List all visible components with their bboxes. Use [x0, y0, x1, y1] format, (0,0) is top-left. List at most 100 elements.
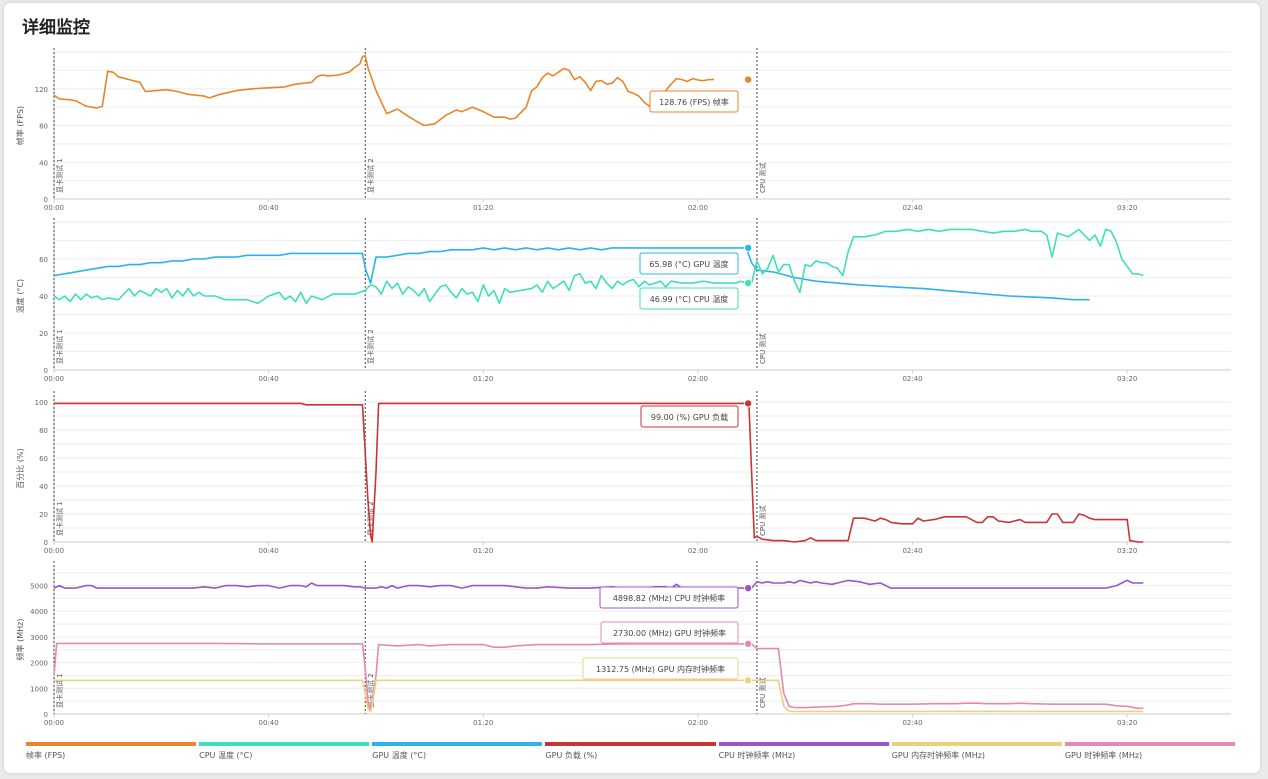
y-tick-label: 60 [39, 256, 48, 264]
series-line [53, 247, 1090, 301]
x-tick-label: 02:40 [902, 547, 922, 555]
chart-panel-3: 0 20 40 60 80 100 00:00 00:40 01:20 02:00 02:40 03:… [15, 391, 1231, 555]
x-tick-label: 01:20 [473, 204, 493, 212]
legend-swatch [891, 742, 1062, 746]
legend-swatch [26, 742, 197, 746]
test-marker-label: CPU 测试 [758, 506, 767, 536]
x-tick-label: 00:00 [44, 204, 64, 212]
tooltip-text: 128.76 (FPS) 帧率 [659, 97, 729, 107]
series-line [53, 228, 1144, 305]
legend-item[interactable]: GPU 时钟频率 (MHz) [1064, 742, 1235, 766]
legend-item[interactable]: GPU 温度 (°C) [372, 742, 543, 766]
legend: 帧率 (FPS) CPU 温度 (°C) GPU 温度 (°C) GPU 负载 (%)… [26, 742, 1238, 766]
y-tick-label: 40 [39, 483, 48, 491]
y-tick-label: 60 [39, 455, 48, 463]
hover-dot [744, 243, 753, 252]
legend-swatch [1064, 742, 1235, 746]
y-tick-label: 20 [39, 511, 48, 519]
tooltip-box [649, 90, 739, 113]
legend-item[interactable]: CPU 时钟频率 (MHz) [718, 742, 889, 766]
test-marker-label: CPU 测试 [758, 334, 767, 364]
y-tick-label: 0 [44, 539, 48, 547]
legend-swatch [372, 742, 543, 746]
hover-dot [744, 279, 753, 288]
tooltip-text: 4898.82 (MHz) CPU 时钟频率 [613, 593, 725, 603]
y-tick-label: 80 [39, 123, 48, 131]
x-tick-label: 01:20 [473, 375, 493, 383]
x-tick-label: 03:20 [1117, 719, 1137, 727]
tooltip-box [640, 405, 739, 428]
test-marker-label: 显卡测试 2 [366, 673, 375, 708]
x-tick-label: 03:20 [1117, 547, 1137, 555]
y-tick-label: 1000 [30, 685, 48, 693]
y-axis-label: 百分比 (%) [15, 448, 25, 488]
legend-swatch [718, 742, 889, 746]
tooltip-text: 1312.75 (MHz) GPU 内存时钟频率 [596, 664, 725, 674]
x-tick-label: 02:40 [902, 375, 922, 383]
tooltip-box [639, 287, 739, 310]
x-tick-label: 03:20 [1117, 375, 1137, 383]
legend-swatch [545, 742, 716, 746]
legend-label: GPU 负载 (%) [545, 751, 598, 760]
y-tick-label: 5000 [30, 583, 48, 591]
x-tick-label: 01:20 [473, 547, 493, 555]
test-marker-label: 显卡测试 1 [55, 501, 64, 536]
series-line [53, 54, 714, 127]
y-tick-label: 40 [39, 293, 48, 301]
test-marker-label: CPU 测试 [758, 163, 767, 193]
y-tick-label: 80 [39, 427, 48, 435]
x-tick-label: 01:20 [473, 719, 493, 727]
tooltip-box [600, 621, 739, 644]
y-tick-label: 3000 [30, 634, 48, 642]
x-tick-label: 02:40 [902, 719, 922, 727]
chart-panel-4: 0 1000 2000 3000 4000 5000 00:00 00:40 01:20 02:0… [15, 561, 1231, 727]
test-marker-label: CPU 测试 [758, 678, 767, 708]
x-tick-label: 00:40 [259, 547, 279, 555]
test-marker-label: 显卡测试 2 [366, 158, 375, 193]
test-marker-label: 显卡测试 1 [55, 673, 64, 708]
legend-label: CPU 时钟频率 (MHz) [718, 751, 796, 760]
x-tick-label: 00:40 [259, 375, 279, 383]
y-tick-label: 120 [35, 86, 48, 94]
x-tick-label: 00:40 [259, 204, 279, 212]
x-tick-label: 00:00 [44, 375, 64, 383]
series-line [54, 402, 1144, 543]
test-marker-label: 显卡测试 2 [366, 501, 375, 536]
legend-label: 帧率 (FPS) [26, 751, 66, 760]
series-line [54, 679, 1144, 713]
legend-label: GPU 内存时钟频率 (MHz) [891, 751, 986, 760]
legend-swatch [199, 742, 370, 746]
x-tick-label: 03:20 [1117, 204, 1137, 212]
legend-label: GPU 时钟频率 (MHz) [1064, 751, 1143, 760]
tooltip-box [582, 657, 739, 680]
legend-item[interactable]: 帧率 (FPS) [26, 742, 197, 766]
y-tick-label: 4000 [30, 608, 48, 616]
y-tick-label: 0 [44, 711, 48, 719]
test-marker-label: 显卡测试 1 [55, 158, 64, 193]
legend-item[interactable]: GPU 负载 (%) [545, 742, 716, 766]
y-tick-label: 2000 [30, 660, 48, 668]
page-title: 详细监控 [22, 18, 90, 38]
tooltip-text: 46.99 (°C) CPU 温度 [650, 294, 729, 304]
tooltip-text: 99.00 (%) GPU 负载 [651, 412, 728, 422]
x-tick-label: 02:00 [688, 375, 708, 383]
tooltip-box [639, 252, 739, 275]
x-tick-label: 00:00 [44, 547, 64, 555]
legend-item[interactable]: GPU 内存时钟频率 (MHz) [891, 742, 1062, 766]
x-tick-label: 02:00 [688, 204, 708, 212]
legend-label: CPU 温度 (°C) [199, 751, 253, 760]
x-tick-label: 02:40 [902, 204, 922, 212]
x-tick-label: 02:00 [688, 547, 708, 555]
legend-label: GPU 温度 (°C) [372, 751, 427, 760]
hover-dot [744, 399, 753, 408]
tooltip-box [599, 586, 739, 609]
series-line [53, 579, 1144, 589]
y-tick-label: 0 [44, 196, 48, 204]
chart-panel-1: 0 40 80 120 00:00 00:40 01:20 02:00 02:40 03:20 帧率… [15, 48, 1231, 212]
legend-item[interactable]: CPU 温度 (°C) [199, 742, 370, 766]
test-marker-label: 显卡测试 1 [55, 329, 64, 364]
y-axis-label: 帧率 (FPS) [15, 106, 25, 145]
hover-dot [744, 639, 753, 648]
chart-panel-2: 0 20 40 60 00:00 00:40 01:20 02:00 02:40 03:20 温度 … [15, 218, 1231, 383]
